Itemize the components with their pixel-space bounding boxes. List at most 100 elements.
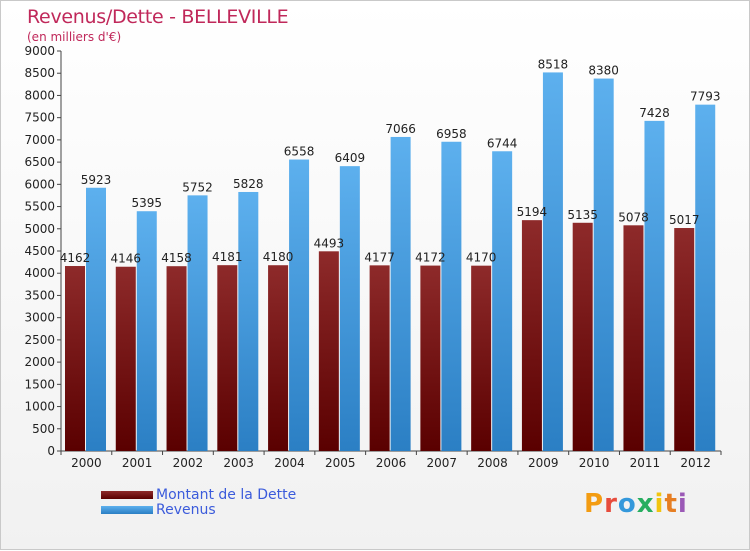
debt-value-label: 4172 [415, 251, 446, 265]
debt-value-label: 4146 [110, 252, 141, 266]
revenue-bar [339, 166, 360, 451]
x-tick-label: 2012 [680, 456, 711, 470]
y-tick-label: 6500 [24, 155, 55, 169]
revenue-bar [593, 78, 614, 452]
revenue-value-label: 6409 [335, 151, 366, 165]
y-tick-label: 0 [47, 444, 55, 458]
revenue-bar [136, 211, 157, 451]
x-tick-label: 2005 [325, 456, 356, 470]
x-tick-label: 2006 [376, 456, 407, 470]
x-tick-label: 2002 [173, 456, 204, 470]
logo-letter: x [636, 489, 655, 519]
revenue-value-label: 5923 [81, 173, 112, 187]
debt-bar [369, 265, 390, 451]
x-tick-label: 2003 [223, 456, 254, 470]
legend-label-revenue: Revenus [156, 502, 216, 518]
y-tick-label: 7500 [24, 111, 55, 125]
debt-value-label: 5017 [669, 213, 700, 227]
y-tick-label: 6000 [24, 177, 55, 191]
revenue-bar [644, 120, 665, 451]
revenue-bar [492, 151, 513, 451]
y-tick-label: 8000 [24, 88, 55, 102]
proxiti-logo: Proxiti [584, 489, 688, 519]
y-tick-label: 4500 [24, 244, 55, 258]
debt-bar [471, 265, 492, 451]
debt-value-label: 4158 [161, 251, 192, 265]
debt-bar [115, 266, 136, 451]
debt-bar [420, 265, 441, 451]
debt-value-label: 5135 [567, 208, 598, 222]
debt-bar [217, 265, 238, 451]
revenue-value-label: 8380 [588, 64, 619, 78]
debt-bar [623, 225, 644, 451]
y-tick-label: 5500 [24, 200, 55, 214]
x-tick-label: 2008 [477, 456, 508, 470]
debt-bar [572, 222, 593, 451]
y-tick-label: 7000 [24, 133, 55, 147]
revenue-value-label: 7793 [690, 90, 721, 104]
debt-bar [166, 266, 187, 451]
logo-letter: o [617, 489, 637, 519]
revenue-bar [187, 195, 208, 451]
debt-value-label: 4493 [314, 236, 345, 250]
revenue-value-label: 5828 [233, 177, 264, 191]
debt-value-label: 4177 [364, 250, 395, 264]
y-tick-label: 3500 [24, 288, 55, 302]
y-tick-label: 2500 [24, 333, 55, 347]
revenue-bar [542, 72, 563, 451]
y-tick-label: 1500 [24, 377, 55, 391]
legend-swatch-debt [101, 491, 153, 499]
revenue-value-label: 5752 [182, 180, 213, 194]
x-tick-label: 2011 [630, 456, 661, 470]
y-tick-label: 8500 [24, 66, 55, 80]
revenue-value-label: 8518 [538, 57, 569, 71]
x-tick-label: 2004 [274, 456, 305, 470]
revenue-bar [289, 159, 310, 452]
revenue-bar [86, 187, 106, 451]
logo-letter: r [604, 489, 618, 519]
revenue-bar [390, 136, 411, 451]
chart-subtitle: (en milliers d'€) [27, 30, 122, 44]
legend-swatch-revenue [101, 506, 153, 514]
debt-bar [65, 266, 85, 451]
revenue-value-label: 7066 [385, 122, 416, 136]
debt-bar [674, 228, 695, 451]
y-tick-label: 500 [32, 422, 55, 436]
x-tick-label: 2009 [528, 456, 559, 470]
revenue-value-label: 5395 [131, 196, 162, 210]
logo-letter: i [677, 489, 688, 519]
logo-letter: i [654, 489, 665, 519]
debt-value-label: 5078 [618, 210, 649, 224]
revenue-value-label: 6558 [284, 145, 315, 159]
debt-bar [318, 251, 339, 451]
x-tick-label: 2010 [579, 456, 610, 470]
logo-letter: t [664, 489, 678, 519]
debt-bar [268, 265, 289, 451]
revenue-value-label: 7428 [639, 106, 670, 120]
x-tick-label: 2007 [426, 456, 457, 470]
y-tick-label: 5000 [24, 222, 55, 236]
debt-value-label: 4170 [466, 251, 497, 265]
revenue-value-label: 6744 [487, 136, 518, 150]
revenue-value-label: 6958 [436, 127, 467, 141]
debt-value-label: 4180 [263, 250, 294, 264]
revenue-bar [695, 104, 716, 452]
y-tick-label: 4000 [24, 266, 55, 280]
x-tick-label: 2001 [122, 456, 153, 470]
y-tick-label: 9000 [24, 44, 55, 58]
y-tick-label: 3000 [24, 311, 55, 325]
y-tick-label: 1000 [24, 400, 55, 414]
logo-letter: P [584, 489, 605, 519]
legend-label-debt: Montant de la Dette [156, 487, 297, 503]
revenue-bar [238, 191, 259, 451]
debt-value-label: 4181 [212, 250, 243, 264]
debt-value-label: 4162 [60, 251, 91, 265]
debt-value-label: 5194 [517, 205, 548, 219]
debt-bar [521, 220, 542, 451]
chart-title: Revenus/Dette - BELLEVILLE [27, 6, 289, 28]
x-tick-label: 2000 [71, 456, 102, 470]
y-tick-label: 2000 [24, 355, 55, 369]
revenue-bar [441, 141, 462, 451]
